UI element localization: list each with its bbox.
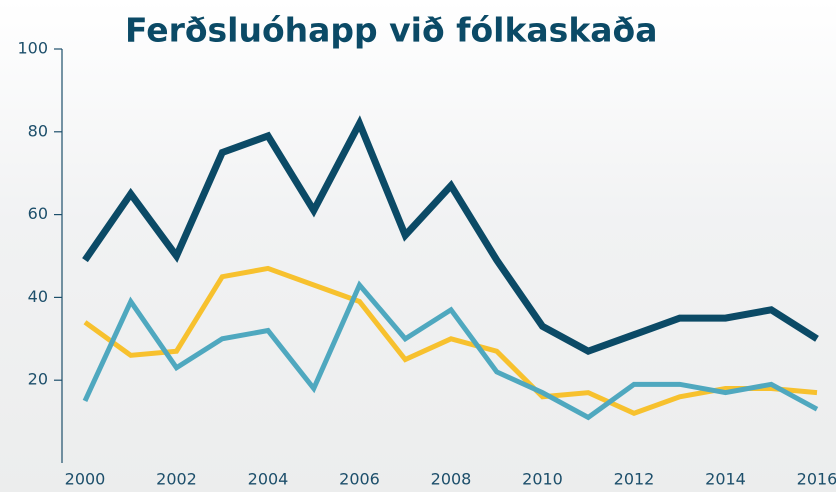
series-line: [82, 115, 819, 356]
series-line: [83, 265, 818, 417]
x-tick-label: 2012: [614, 470, 655, 489]
series-line: [82, 280, 819, 421]
y-tick-label: 80: [28, 121, 48, 140]
x-tick-label: 2004: [248, 470, 289, 489]
chart-title: Ferðsluóhapp við fólkaskaða: [125, 11, 657, 50]
x-tick-label: 2010: [522, 470, 563, 489]
x-tick-label: 2000: [65, 470, 106, 489]
y-tick-label: 20: [28, 370, 48, 389]
x-tick-label: 2008: [431, 470, 472, 489]
y-tick-label: 60: [28, 204, 48, 223]
x-tick-label: 2014: [705, 470, 746, 489]
y-tick-label: 100: [17, 39, 48, 58]
x-tick-label: 2006: [339, 470, 380, 489]
x-tick-label: 2002: [156, 470, 197, 489]
x-tick-label: 2016: [797, 470, 836, 489]
y-tick-label: 40: [28, 287, 48, 306]
